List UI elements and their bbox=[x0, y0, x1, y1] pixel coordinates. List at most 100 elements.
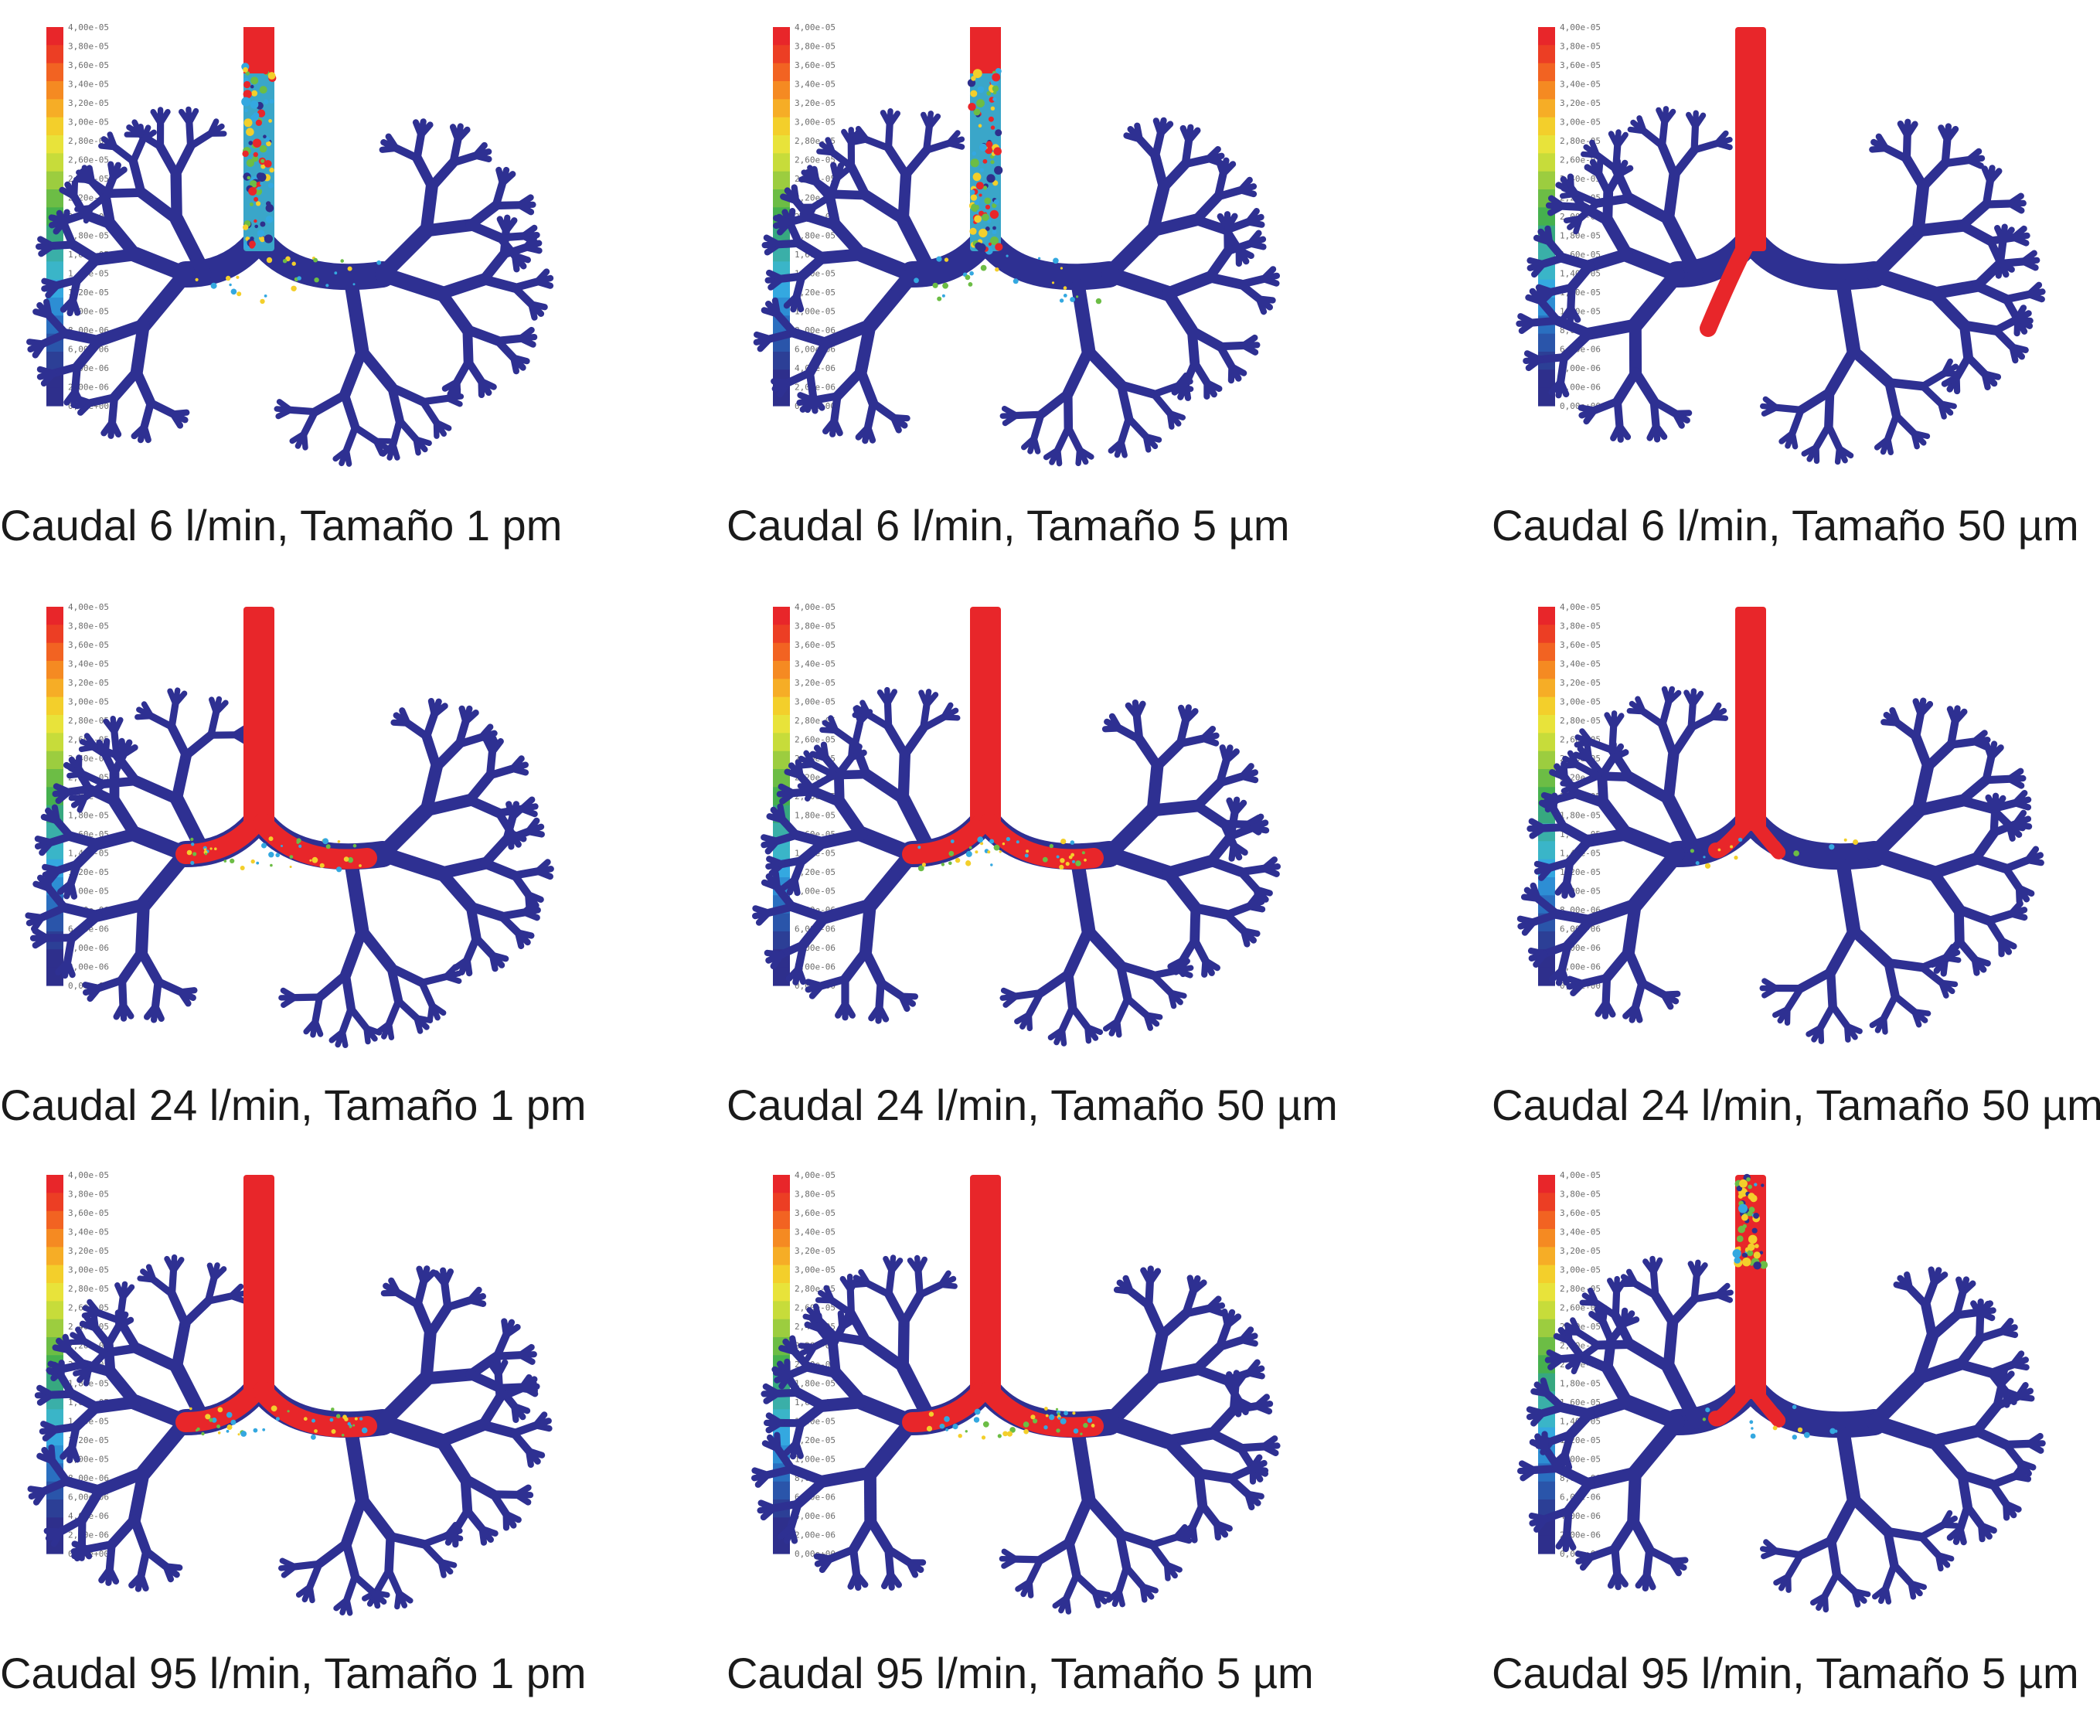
deposit-speckle bbox=[1741, 1214, 1748, 1221]
colorbar-swatch bbox=[773, 679, 790, 697]
deposit-speckle bbox=[992, 73, 1000, 82]
deposit-speckle bbox=[336, 1414, 341, 1418]
deposit-speckle bbox=[979, 229, 987, 237]
deposit-speckle bbox=[1703, 1418, 1706, 1421]
deposit-speckle bbox=[1070, 853, 1074, 857]
deposit-speckle bbox=[1752, 1228, 1758, 1234]
deposit-speckle bbox=[254, 1428, 258, 1433]
colorbar-swatch bbox=[1538, 1301, 1555, 1319]
deposit-speckle bbox=[270, 99, 274, 104]
deposit-speckle bbox=[246, 128, 254, 136]
deposit-speckle bbox=[933, 283, 938, 288]
deposit-speckle bbox=[1748, 1185, 1752, 1190]
deposit-speckle bbox=[965, 275, 971, 281]
colorbar-swatch bbox=[1538, 81, 1555, 100]
deposit-speckle bbox=[1705, 1408, 1710, 1412]
deposit-speckle bbox=[296, 841, 299, 844]
deposit-speckle bbox=[985, 205, 990, 209]
deposit-speckle bbox=[993, 91, 996, 94]
deposit-speckle bbox=[251, 859, 255, 863]
airway-tree bbox=[755, 607, 1278, 1043]
colorbar-swatch bbox=[46, 661, 63, 679]
deposit-speckle bbox=[1084, 859, 1087, 862]
deposit-speckle bbox=[268, 852, 274, 857]
deposit-speckle bbox=[210, 847, 213, 849]
colorbar-swatch bbox=[1538, 607, 1555, 625]
deposit-speckle bbox=[989, 117, 994, 122]
colorbar-swatch bbox=[46, 1175, 63, 1193]
colorbar-tick-label: 2,80e-05 bbox=[1560, 1284, 1601, 1294]
colorbar-swatch bbox=[1538, 63, 1555, 82]
deposit-speckle bbox=[987, 850, 990, 853]
airway-tree bbox=[757, 27, 1277, 464]
colorbar-tick-label: 3,20e-05 bbox=[795, 678, 836, 688]
deposit-speckle bbox=[349, 1425, 352, 1428]
panel-caption: Caudal 24 l/min, Tamaño 50 µm bbox=[727, 1080, 1338, 1130]
deposit-speckle bbox=[243, 81, 250, 88]
deposit-speckle bbox=[1087, 1418, 1092, 1423]
trachea bbox=[970, 1175, 1001, 1399]
deposit-speckle bbox=[970, 189, 975, 195]
colorbar-swatch bbox=[1538, 1211, 1555, 1230]
deposit-speckle bbox=[229, 284, 231, 286]
deposit-speckle bbox=[314, 1429, 318, 1433]
right-main-bronchus bbox=[263, 243, 383, 277]
colorbar-swatch bbox=[773, 1265, 790, 1284]
deposit-speckle bbox=[191, 842, 194, 846]
colorbar-tick-label: 3,20e-05 bbox=[1560, 678, 1601, 688]
deposit-speckle bbox=[936, 257, 941, 262]
deposition-plot: 4,00e-053,80e-053,60e-053,40e-053,20e-05… bbox=[0, 1167, 699, 1646]
deposit-speckle bbox=[1057, 856, 1060, 859]
deposit-speckle bbox=[189, 1408, 192, 1411]
deposit-speckle bbox=[352, 1425, 355, 1427]
deposit-speckle bbox=[1793, 850, 1799, 856]
colorbar-tick-label: 3,20e-05 bbox=[1560, 98, 1601, 108]
deposit-speckle bbox=[1052, 281, 1054, 284]
deposit-speckle bbox=[251, 90, 257, 97]
deposit-speckle bbox=[992, 86, 999, 92]
deposit-speckle bbox=[264, 234, 273, 243]
colorbar-swatch bbox=[773, 352, 790, 370]
deposit-speckle bbox=[1072, 1411, 1075, 1414]
deposit-speckle bbox=[262, 1428, 265, 1431]
deposit-speckle bbox=[264, 294, 267, 298]
deposit-speckle bbox=[290, 866, 292, 868]
trachea bbox=[1735, 607, 1766, 831]
colorbar-swatch bbox=[46, 697, 63, 716]
panel-caption: Caudal 6 l/min, Tamaño 50 µm bbox=[1492, 500, 2079, 550]
deposit-speckle bbox=[1043, 1425, 1047, 1429]
deposit-speckle bbox=[976, 99, 985, 107]
panel-caption: Caudal 24 l/min, Tamaño 50 µm bbox=[1492, 1080, 2100, 1130]
deposit-speckle bbox=[218, 1431, 221, 1435]
deposit-speckle bbox=[983, 1421, 989, 1428]
right-main-bronchus bbox=[1755, 243, 1874, 277]
deposit-speckle bbox=[942, 294, 945, 298]
colorbar-tick-label: 2,80e-05 bbox=[1560, 716, 1601, 726]
colorbar-tick-label: 1,80e-05 bbox=[1560, 811, 1601, 821]
deposit-speckle bbox=[973, 69, 982, 78]
deposit-speckle bbox=[998, 1434, 1002, 1438]
deposit-speckle bbox=[355, 1418, 358, 1421]
colorbar-tick-label: 3,00e-05 bbox=[68, 697, 109, 707]
deposition-plot: 4,00e-053,80e-053,60e-053,40e-053,20e-05… bbox=[727, 1167, 1426, 1646]
deposit-speckle bbox=[344, 856, 349, 862]
deposit-speckle bbox=[975, 1409, 981, 1415]
deposition-plot: 4,00e-053,80e-053,60e-053,40e-053,20e-05… bbox=[727, 599, 1426, 1078]
deposit-speckle bbox=[261, 843, 267, 849]
deposit-speckle bbox=[244, 109, 248, 113]
deposit-speckle bbox=[238, 1433, 240, 1435]
colorbar-swatch bbox=[46, 1247, 63, 1265]
deposit-speckle bbox=[969, 846, 972, 849]
deposit-speckle bbox=[248, 187, 257, 196]
deposit-speckle bbox=[256, 201, 260, 206]
deposit-speckle bbox=[986, 174, 995, 182]
colorbar-tick-label: 3,60e-05 bbox=[1560, 1208, 1601, 1218]
deposition-plot: 4,00e-053,80e-053,60e-053,40e-053,20e-05… bbox=[1492, 1167, 2100, 1646]
colorbar-tick-label: 3,20e-05 bbox=[795, 1246, 836, 1256]
colorbar-tick-label: 3,40e-05 bbox=[795, 1227, 836, 1237]
colorbar-tick-label: 1,80e-05 bbox=[795, 1379, 836, 1389]
deposit-speckle bbox=[227, 1425, 233, 1430]
deposit-speckle bbox=[216, 1425, 220, 1428]
deposit-speckle bbox=[948, 851, 954, 856]
colorbar-swatch bbox=[46, 99, 63, 117]
